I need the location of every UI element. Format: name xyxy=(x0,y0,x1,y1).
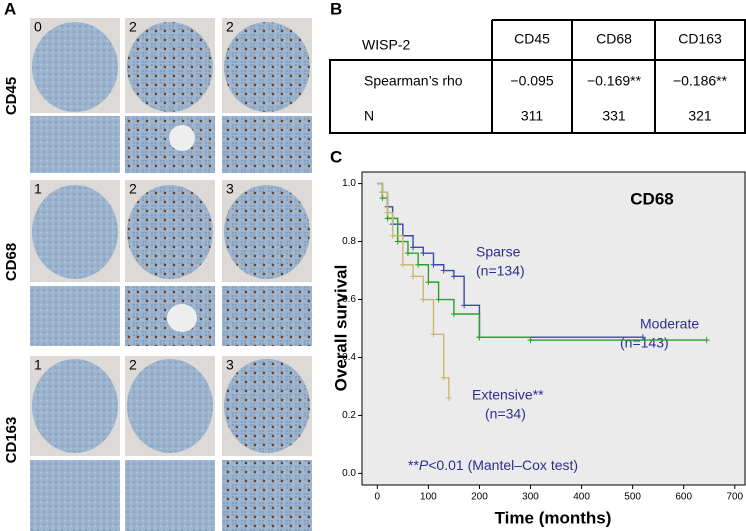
annotation: (n=134) xyxy=(476,263,525,279)
table-cell: N xyxy=(364,108,374,124)
censor-mark xyxy=(384,215,391,222)
micrographs xyxy=(30,18,312,531)
x-axis-label: Time (months) xyxy=(495,508,612,527)
table-lines xyxy=(329,19,746,134)
x-tick-label: 200 xyxy=(471,492,488,503)
censor-mark xyxy=(476,334,483,341)
censor-mark xyxy=(379,195,386,202)
x-tick-label: 300 xyxy=(522,492,539,503)
score: 3 xyxy=(226,357,234,373)
y-tick-label: 0.8 xyxy=(342,236,356,247)
y-axis-label: Overall survival xyxy=(331,265,350,392)
censor-mark xyxy=(527,337,534,344)
table-cell: −0.169** xyxy=(587,73,642,89)
table-cell: 311 xyxy=(521,108,544,124)
y-tick-label: 0.0 xyxy=(342,468,356,479)
table-cell: 321 xyxy=(688,108,712,124)
censor-mark xyxy=(450,311,457,318)
table-cell: −0.186** xyxy=(673,73,728,89)
chart-title: CD68 xyxy=(630,189,673,208)
annotation: Moderate xyxy=(640,316,699,332)
censor-mark xyxy=(440,374,447,381)
censor-mark xyxy=(420,250,427,257)
censor-mark xyxy=(703,337,710,344)
plot-area xyxy=(361,171,746,486)
annotation: Sparse xyxy=(476,244,521,260)
panel-letter: B xyxy=(330,0,342,18)
annotation: (n=143) xyxy=(620,335,669,351)
score: 2 xyxy=(226,19,234,35)
panel-letter: C xyxy=(330,147,342,166)
row-label: CD45 xyxy=(3,77,20,115)
table-cell: 331 xyxy=(602,108,626,124)
score: 3 xyxy=(226,181,234,197)
annotation: Extensive** xyxy=(472,387,544,403)
y-tick-label: 0.6 xyxy=(342,294,356,305)
y-tick-label: 0.4 xyxy=(342,352,356,363)
table-header: CD163 xyxy=(678,31,722,47)
censor-mark xyxy=(389,232,396,239)
censor-mark xyxy=(639,334,646,341)
censor-mark xyxy=(430,261,437,268)
censor-mark xyxy=(425,279,432,286)
x-tick-label: 100 xyxy=(420,492,437,503)
y-tick-label: 1.0 xyxy=(342,178,356,189)
x-tick-label: 500 xyxy=(624,492,641,503)
annotation: (n=34) xyxy=(485,406,526,422)
table-header: CD45 xyxy=(514,31,550,47)
score: 2 xyxy=(129,19,137,35)
censor-mark xyxy=(410,244,417,251)
censor-mark xyxy=(440,267,447,274)
x-tick-label: 600 xyxy=(675,492,692,503)
censor-mark xyxy=(379,189,386,196)
score: 0 xyxy=(34,19,42,35)
table-header: CD68 xyxy=(596,31,632,47)
y-tick-label: 0.2 xyxy=(342,410,356,421)
censor-mark xyxy=(399,261,406,268)
row-label: CD163 xyxy=(3,417,20,464)
censor-mark xyxy=(461,302,468,309)
survival-curve xyxy=(377,182,450,399)
x-tick-label: 400 xyxy=(573,492,590,503)
score: 2 xyxy=(129,357,137,373)
x-tick-label: 700 xyxy=(726,492,743,503)
table-cell: Spearman’s rho xyxy=(364,73,463,89)
panel-letter: A xyxy=(4,0,16,18)
table-cell: −0.095 xyxy=(510,73,553,89)
censor-mark xyxy=(430,331,437,338)
censor-mark xyxy=(420,296,427,303)
table-header: WISP-2 xyxy=(362,37,410,53)
score: 1 xyxy=(34,357,42,373)
row-label: CD68 xyxy=(3,243,20,281)
score: 1 xyxy=(34,181,42,197)
censor-mark xyxy=(384,209,391,216)
censor-mark xyxy=(435,296,442,303)
censor-mark xyxy=(394,238,401,245)
score: 2 xyxy=(129,181,137,197)
censor-mark xyxy=(404,250,411,257)
x-tick-label: 0 xyxy=(375,492,381,503)
footnote: **P<0.01 (Mantel–Cox test) xyxy=(408,457,578,473)
censor-mark xyxy=(415,261,422,268)
censor-mark xyxy=(410,273,417,280)
censor-mark xyxy=(445,395,452,402)
censor-mark xyxy=(450,273,457,280)
